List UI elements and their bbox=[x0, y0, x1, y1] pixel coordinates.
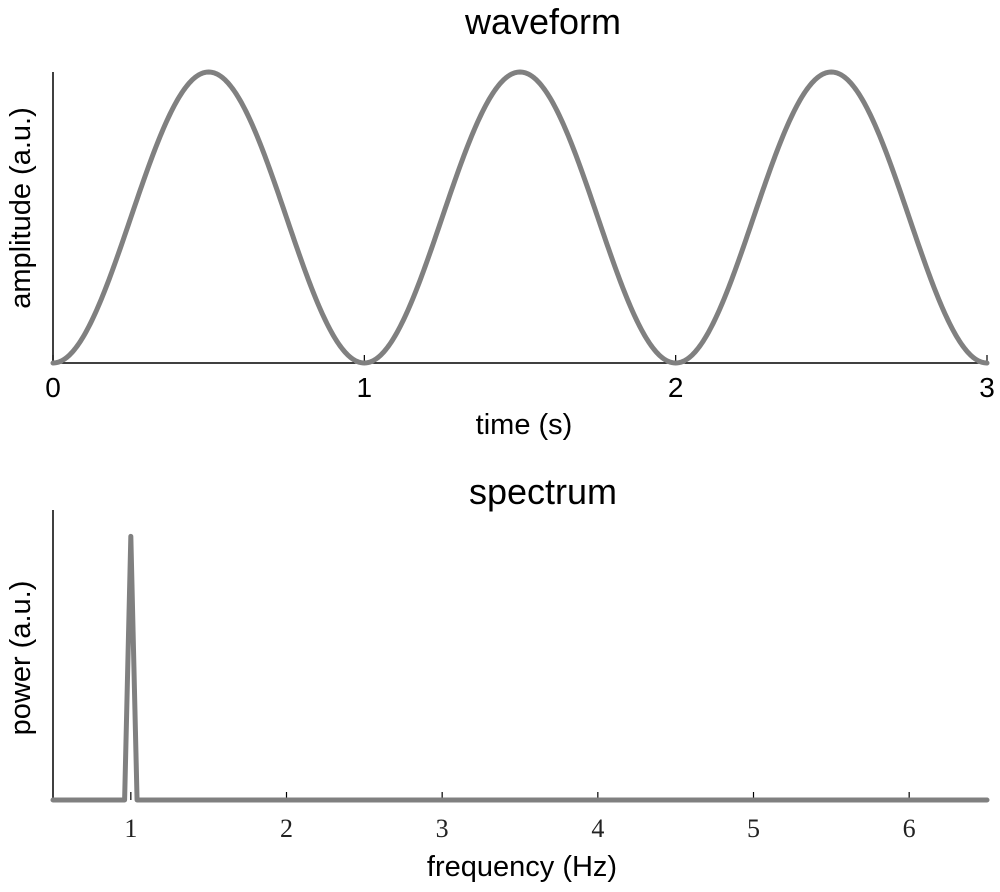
waveform-x-axis-label: time (s) bbox=[476, 409, 573, 441]
spectrum-title: spectrum bbox=[469, 471, 617, 512]
spectrum-x-tick-label: 1 bbox=[124, 814, 137, 843]
waveform-x-tick-label: 2 bbox=[668, 372, 684, 403]
spectrum-x-tick-label: 4 bbox=[591, 814, 604, 843]
spectrum-x-tick-label: 2 bbox=[280, 814, 293, 843]
waveform-series-line bbox=[50, 69, 990, 366]
waveform-x-tick-label: 0 bbox=[45, 372, 61, 403]
spectrum-panel: spectrum power (a.u.) frequency (Hz) 1 2 3… bbox=[5, 471, 990, 883]
waveform-x-ticks: 0 1 2 3 bbox=[45, 355, 995, 403]
waveform-panel: waveform amplitude (a.u.) time (s) 0 1 2 3 bbox=[5, 1, 995, 441]
spectrum-x-tick-label: 6 bbox=[903, 814, 916, 843]
spectrum-x-axis-label: frequency (Hz) bbox=[427, 851, 617, 883]
spectrum-x-tick-label: 5 bbox=[747, 814, 760, 843]
spectrum-series-line bbox=[50, 533, 990, 803]
spectrum-x-tick-label: 3 bbox=[436, 814, 449, 843]
waveform-y-axis-label: amplitude (a.u.) bbox=[5, 107, 37, 309]
spectrum-y-axis-label: power (a.u.) bbox=[5, 581, 37, 736]
waveform-x-tick-label: 3 bbox=[979, 372, 995, 403]
waveform-title: waveform bbox=[464, 1, 621, 42]
waveform-x-tick-label: 1 bbox=[357, 372, 373, 403]
